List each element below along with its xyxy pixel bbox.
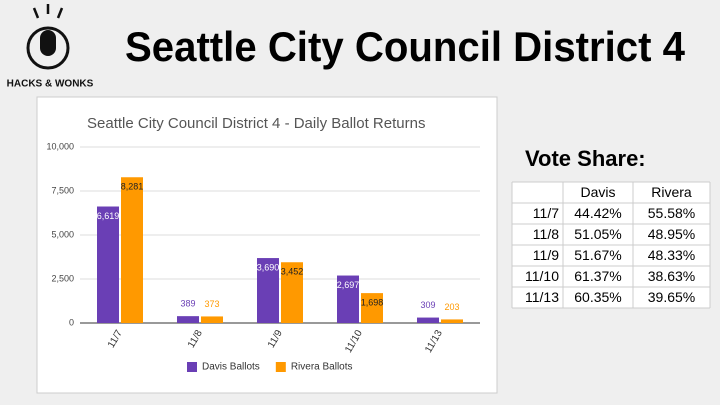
table-cell: 61.37%: [574, 268, 621, 284]
data-label: 1,698: [361, 297, 384, 307]
bar: [257, 258, 279, 323]
y-tick-label: 7,500: [51, 185, 74, 195]
y-tick-label: 10,000: [46, 141, 74, 151]
slide-title: Seattle City Council District 4: [125, 23, 686, 70]
data-label: 2,697: [337, 280, 360, 290]
bar: [97, 206, 119, 323]
bar: [361, 293, 383, 323]
bar: [441, 319, 463, 323]
logo-sparks: [32, 4, 64, 19]
logo-text: HACKS & WONKS: [7, 79, 94, 90]
bar: [201, 316, 223, 323]
data-label: 3,452: [281, 267, 304, 277]
table-cell: 51.05%: [574, 226, 621, 242]
table-cell: 11/7: [533, 205, 559, 221]
table-title: Vote Share:: [525, 146, 646, 171]
legend-swatch: [187, 362, 197, 372]
bar: [417, 317, 439, 323]
table-header: Davis: [580, 184, 615, 200]
table-cell: 11/9: [533, 247, 559, 263]
table-cell: 11/8: [533, 226, 559, 242]
table-cell: 48.33%: [648, 247, 695, 263]
y-tick-label: 5,000: [51, 229, 74, 239]
legend-label: Rivera Ballots: [291, 362, 353, 373]
table-cell: 48.95%: [648, 226, 695, 242]
data-label: 309: [420, 300, 435, 310]
table-cell: 38.63%: [648, 268, 695, 284]
bar: [281, 262, 303, 323]
data-label: 3,690: [257, 262, 280, 272]
bar: [177, 316, 199, 323]
bar: [121, 177, 143, 323]
logo: HACKS & WONKS: [7, 4, 94, 90]
chart-title: Seattle City Council District 4 - Daily …: [87, 115, 425, 132]
table-cell: 44.42%: [574, 205, 621, 221]
data-label: 8,281: [121, 182, 144, 192]
table-cell: 55.58%: [648, 205, 695, 221]
data-label: 6,619: [97, 211, 120, 221]
bar: [337, 275, 359, 323]
table-cell: 60.35%: [574, 289, 621, 305]
data-label: 373: [204, 299, 219, 309]
table-cell: 11/13: [525, 289, 559, 305]
logo-ring: [26, 26, 70, 70]
y-tick-label: 0: [69, 317, 74, 327]
y-tick-label: 2,500: [51, 273, 74, 283]
table-cell: 51.67%: [574, 247, 621, 263]
legend-label: Davis Ballots: [202, 362, 260, 373]
logo-mic: [40, 30, 56, 56]
table-header: Rivera: [651, 184, 692, 200]
data-label: 389: [180, 299, 195, 309]
legend-swatch: [275, 362, 286, 372]
table-cell: 11/10: [525, 268, 559, 284]
data-label: 203: [444, 302, 459, 312]
table-cell: 39.65%: [648, 289, 695, 305]
